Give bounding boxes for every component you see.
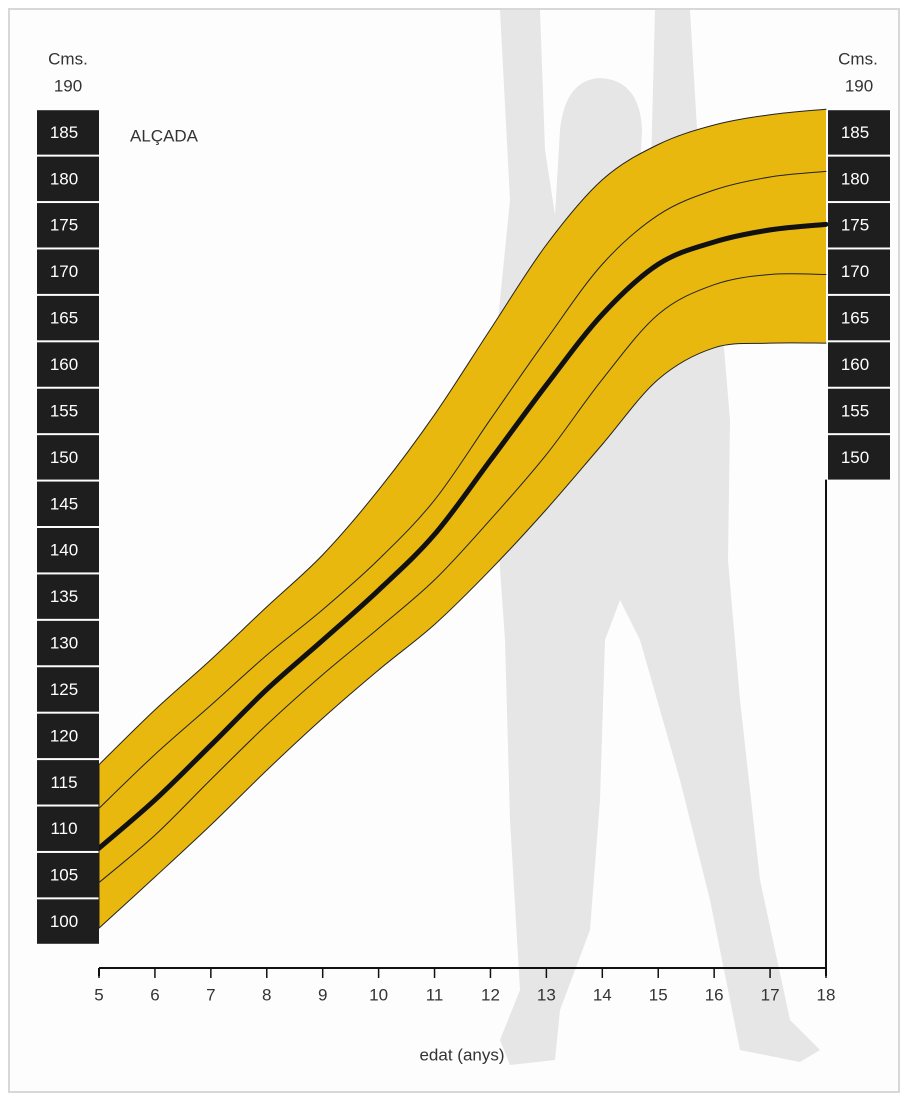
y2-tick-label: 175 [841,216,869,235]
y-tick-label: 185 [50,123,78,142]
x-tick-label: 9 [318,985,327,1004]
x-tick-label: 10 [369,985,388,1004]
y-tick-label: 190 [54,76,82,95]
y2-tick-label: 160 [841,355,869,374]
y-tick-label: 120 [50,726,78,745]
tick-box [37,620,99,666]
tick-box [37,899,99,944]
x-tick-label: 18 [817,985,836,1004]
y2-tick-label: 165 [841,309,869,328]
curve [98,273,827,884]
tick-box [828,435,890,480]
y2-tick-label: 185 [841,123,869,142]
tick-box [828,110,890,155]
y2-axis-label: Cms. [838,49,878,68]
y2-tick-label: 155 [841,401,869,420]
y-tick-label: 130 [50,634,78,653]
tick-box [37,574,99,619]
y-axis-label: Cms. [48,49,88,68]
x-tick-label: 16 [705,985,724,1004]
y-tick-label: 165 [50,309,78,328]
tick-box [37,388,99,434]
x-tick-label: 15 [649,985,668,1004]
band [99,109,826,929]
y-tick-label: 155 [50,401,78,420]
x-tick-label: 14 [593,985,612,1004]
tick-box [37,760,99,805]
y-tick-label: 115 [50,773,77,792]
x-tick-label: 5 [94,985,103,1004]
x-tick-label: 13 [537,985,556,1004]
y-tick-label: 145 [50,494,78,513]
x-tick-label: 8 [262,985,271,1004]
x-tick-label: 6 [150,985,159,1004]
y-tick-label: 150 [50,448,78,467]
tick-box [828,203,890,248]
tick-box [37,435,99,480]
x-tick-label: 12 [481,985,500,1004]
tick-box [828,342,890,387]
tick-box [37,110,99,155]
tick-box [828,156,890,202]
y-tick-label: 170 [50,262,78,281]
x-axis-label: edat (anys) [419,1045,504,1064]
tick-box [37,528,99,573]
tick-box [37,713,99,759]
y2-tick-label: 180 [841,169,869,188]
y-tick-label: 110 [50,819,77,838]
tick-box [37,203,99,248]
tick-box [37,295,99,341]
tick-box [828,388,890,434]
curve [96,221,829,851]
y2-tick-label: 170 [841,262,869,281]
tick-box [37,481,99,526]
tick-box [37,806,99,851]
y-tick-label: 100 [50,912,78,931]
curve [98,342,827,929]
tick-box [37,667,99,712]
y-tick-label: 160 [50,355,78,374]
curve [98,170,827,809]
y2-tick-label: 150 [841,448,869,467]
y-tick-label: 135 [50,587,78,606]
y-tick-label: 180 [50,169,78,188]
tick-box [37,249,99,294]
chart-title: ALÇADA [130,126,199,145]
y-tick-label: 175 [50,216,78,235]
tick-box [37,342,99,387]
x-tick-label: 11 [426,985,444,1004]
y-tick-label: 140 [50,541,78,560]
x-tick-label: 17 [761,985,780,1004]
tick-box [828,295,890,341]
y2-tick-label: 190 [845,76,873,95]
tick-box [37,852,99,898]
y-tick-label: 105 [50,866,78,885]
y-tick-label: 125 [50,680,78,699]
curve [98,108,827,766]
tick-box [828,249,890,294]
tick-box [37,156,99,202]
x-tick-label: 7 [206,985,215,1004]
